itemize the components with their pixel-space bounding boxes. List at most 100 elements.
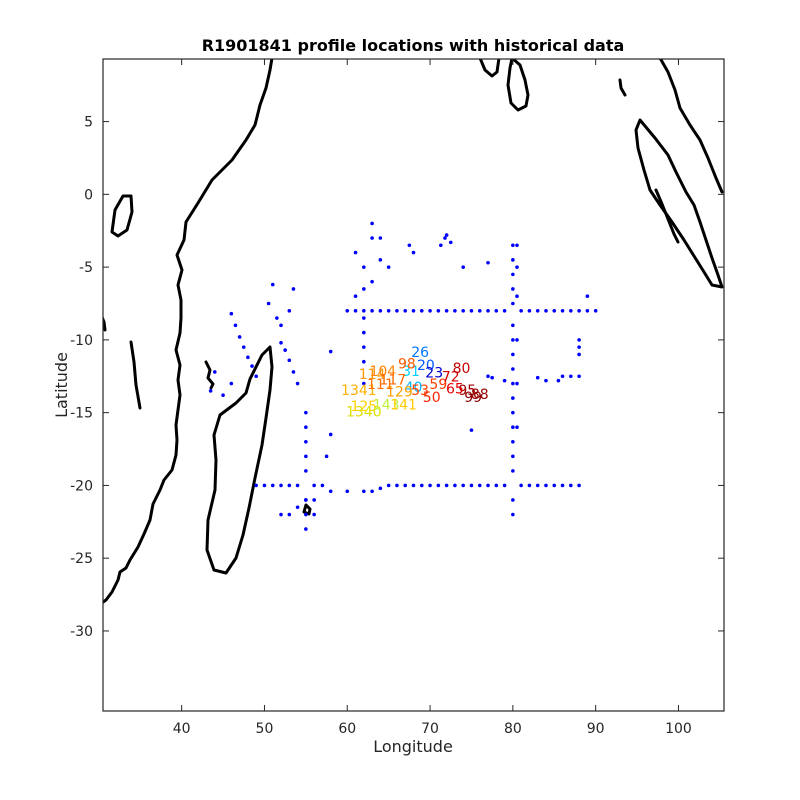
historical-point (353, 294, 358, 299)
historical-point (312, 498, 316, 502)
historical-point (453, 308, 457, 313)
historical-point (250, 364, 254, 368)
x-tick-label: 60 (338, 721, 356, 737)
historical-point (486, 260, 490, 265)
profile-point: 141 (390, 397, 417, 413)
historical-point (502, 308, 507, 313)
historical-point (279, 512, 283, 517)
profile-point: 80 (453, 361, 471, 377)
historical-point (304, 425, 308, 430)
historical-point (515, 265, 519, 269)
historical-point (287, 358, 292, 363)
historical-point (461, 265, 465, 269)
historical-point (527, 308, 532, 313)
historical-point (511, 425, 515, 430)
profile-point: 53 (411, 383, 429, 399)
historical-point (419, 483, 424, 488)
historical-point (444, 308, 449, 313)
y-axis: 50-5-10-15-20-25-30 (70, 115, 724, 640)
historical-point (254, 483, 258, 488)
historical-point (511, 243, 515, 248)
mentawai-coast (654, 188, 680, 244)
historical-point (362, 489, 366, 494)
historical-point (237, 335, 242, 339)
historical-point (593, 308, 598, 313)
historical-point (212, 370, 217, 374)
historical-point (295, 381, 300, 386)
andaman-coast (618, 78, 627, 97)
historical-point (279, 483, 283, 488)
profile-point: 129 (386, 384, 413, 400)
historical-point (362, 359, 366, 364)
historical-point (477, 308, 482, 313)
historical-point (515, 338, 519, 342)
historical-point (304, 469, 308, 473)
historical-point (320, 483, 325, 488)
historical-point (448, 240, 453, 245)
x-axis-label: Longitude (373, 737, 453, 756)
historical-point (266, 301, 271, 306)
west-edge-coast (103, 315, 107, 332)
historical-point (444, 233, 449, 237)
y-axis-label: Latitude (52, 352, 71, 418)
historical-point (502, 483, 507, 488)
historical-point (511, 512, 515, 517)
historical-point (304, 527, 308, 531)
historical-point (511, 396, 515, 400)
historical-point (386, 483, 391, 488)
coastlines (103, 59, 724, 604)
historical-point (577, 345, 581, 349)
africa-coast (103, 59, 274, 604)
historical-point (229, 381, 234, 386)
historical-point (370, 489, 374, 494)
historical-point (511, 258, 515, 262)
y-tick-label: 5 (84, 115, 93, 131)
historical-point (511, 287, 515, 291)
historical-point (395, 483, 399, 488)
historical-point (511, 323, 515, 328)
y-tick-label: -20 (70, 478, 93, 494)
historical-point (304, 454, 308, 459)
historical-point (556, 378, 561, 383)
historical-point (585, 294, 590, 299)
historical-point (469, 428, 474, 432)
historical-point (461, 483, 465, 488)
historical-point (569, 483, 573, 488)
historical-point (577, 352, 581, 357)
profile-point: 98 (398, 357, 416, 373)
historical-point (362, 381, 366, 386)
historical-point (386, 265, 391, 269)
y-tick-label: -30 (70, 624, 93, 640)
historical-point (444, 483, 449, 488)
profile-point: 99 (464, 390, 482, 406)
x-tick-label: 80 (504, 721, 522, 737)
historical-point (494, 308, 499, 313)
historical-point (439, 243, 443, 248)
historical-point (519, 308, 523, 313)
x-tick-label: 50 (256, 721, 274, 737)
profile-point: 1340 (346, 405, 382, 421)
historical-point (370, 221, 374, 226)
chart-title: R1901841 profile locations with historic… (202, 36, 625, 55)
historical-point (328, 349, 333, 354)
madagascar-coast (205, 345, 274, 575)
profile-point: 143 (373, 397, 400, 413)
profile-point: 104 (369, 364, 396, 380)
historical-point (262, 483, 267, 488)
historical-point (569, 308, 573, 313)
historical-point (328, 432, 333, 437)
historical-point (469, 483, 474, 488)
historical-point (353, 250, 358, 255)
seychelles-coast (129, 340, 142, 410)
historical-point (511, 301, 515, 306)
y-tick-label: -15 (70, 406, 93, 422)
historical-point (378, 236, 383, 240)
historical-point (436, 483, 441, 488)
historical-point (544, 378, 548, 383)
historical-point (304, 498, 308, 502)
historical-point (585, 308, 590, 313)
historical-point (443, 236, 447, 240)
historical-point (283, 348, 287, 352)
historical-point (287, 483, 292, 488)
